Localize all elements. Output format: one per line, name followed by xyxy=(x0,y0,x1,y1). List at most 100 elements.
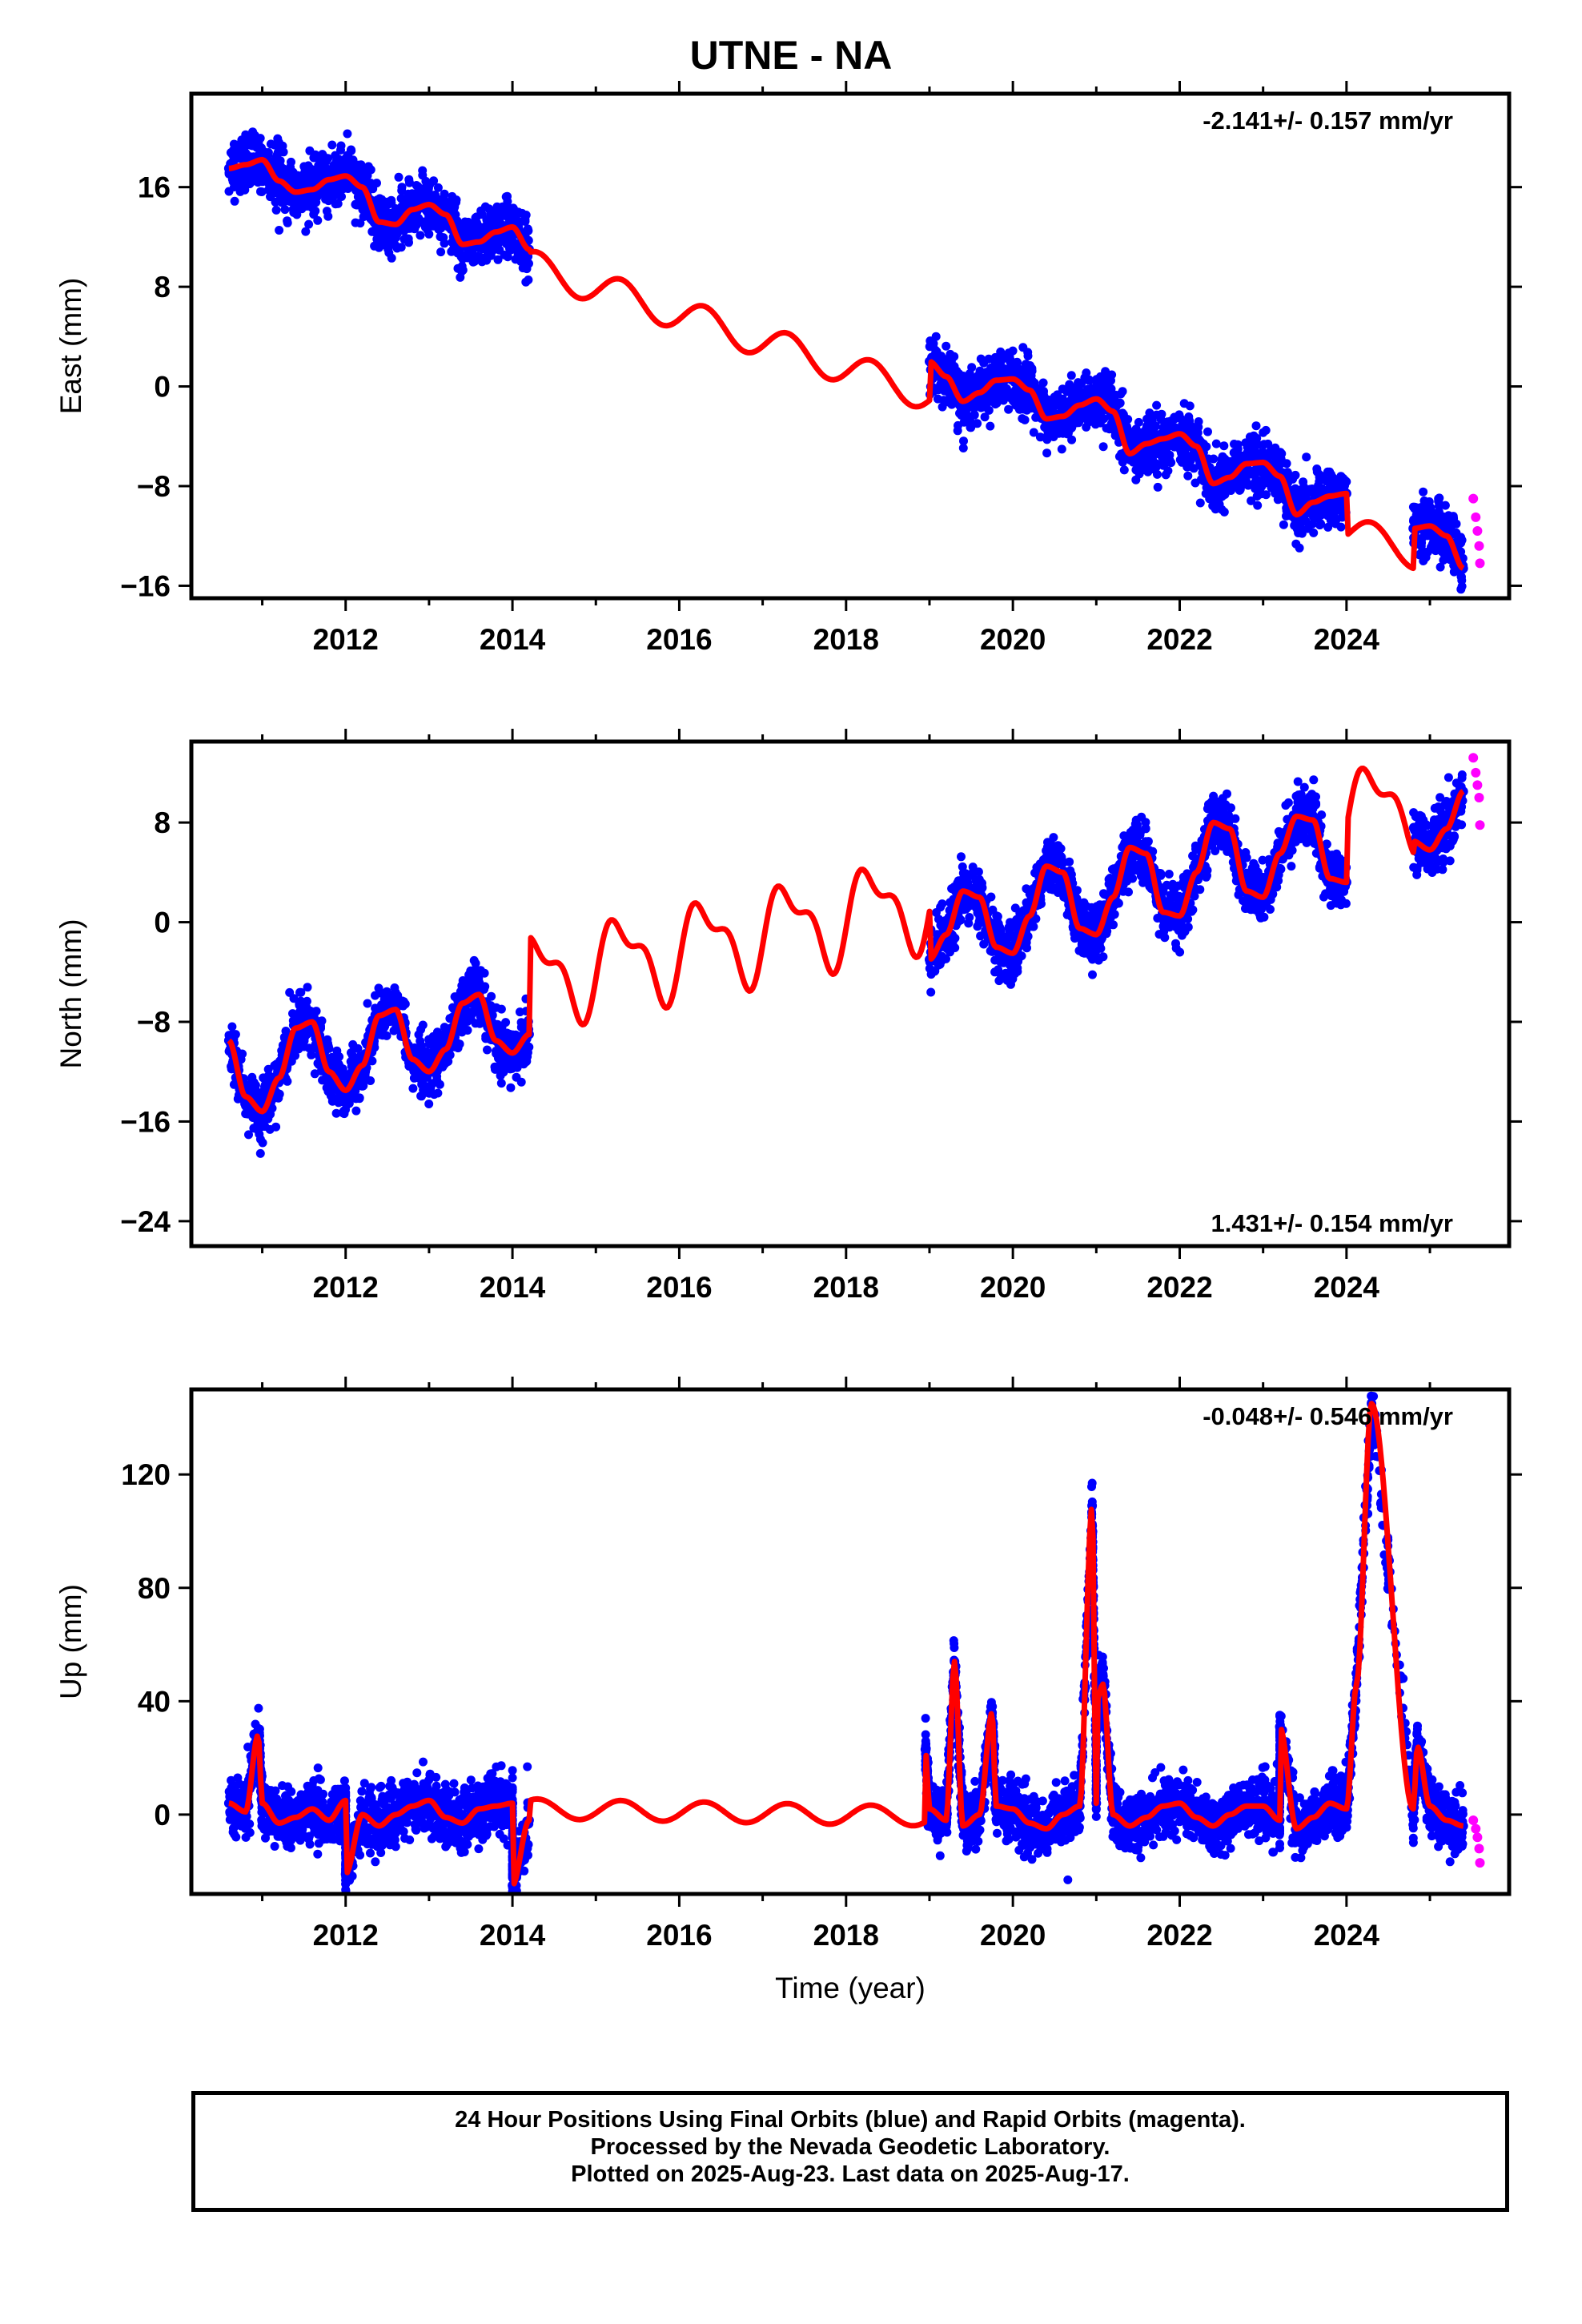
east-data-point xyxy=(1050,426,1059,436)
east-data-point xyxy=(1130,434,1139,443)
east-data-point xyxy=(347,146,356,155)
east-data-point xyxy=(500,250,509,259)
east-data-point xyxy=(254,136,263,146)
east-data-point xyxy=(456,272,465,282)
east-data-point xyxy=(381,206,390,215)
east-data-point xyxy=(1228,482,1238,491)
east-data-point xyxy=(476,224,485,234)
north-data-point xyxy=(313,1059,323,1068)
east-data-point xyxy=(382,231,391,240)
north-data-point xyxy=(501,1018,511,1027)
north-data-point xyxy=(348,1039,358,1049)
east-y-tick-label: 8 xyxy=(154,271,171,304)
east-data-point xyxy=(962,387,972,396)
east-data-point xyxy=(1425,506,1435,516)
east-data-point xyxy=(1209,454,1219,464)
east-data-point xyxy=(1150,422,1160,432)
north-data-point xyxy=(968,870,978,880)
east-data-point xyxy=(1095,418,1105,428)
east-data-point xyxy=(343,129,352,139)
east-data-point xyxy=(1134,417,1143,427)
east-data-point xyxy=(958,372,968,380)
north-data-point xyxy=(961,869,970,879)
north-data-point xyxy=(417,1092,426,1101)
east-data-point xyxy=(256,187,265,196)
east-data-point xyxy=(1184,412,1194,421)
north-data-point xyxy=(496,1004,506,1014)
east-data-point xyxy=(1118,387,1127,396)
north-data-point xyxy=(294,1044,303,1054)
north-data-point xyxy=(299,1036,309,1046)
east-x-tick-label: 2012 xyxy=(313,623,379,656)
east-data-point xyxy=(1217,505,1227,514)
east-data-point xyxy=(418,218,428,227)
east-data-point xyxy=(976,403,986,412)
east-data-point xyxy=(471,213,480,223)
east-data-point xyxy=(1299,477,1308,487)
north-data-point xyxy=(480,968,489,978)
east-data-point xyxy=(418,166,428,175)
east-data-point xyxy=(524,226,533,235)
east-data-point xyxy=(447,247,456,256)
east-data-point xyxy=(1195,498,1205,508)
east-data-point xyxy=(1416,505,1426,515)
east-data-point xyxy=(1106,376,1115,385)
east-data-point xyxy=(1419,487,1428,497)
east-data-point xyxy=(1434,507,1443,517)
east-data-point xyxy=(492,240,501,250)
north-data-point xyxy=(463,1026,472,1035)
east-data-point xyxy=(1066,371,1076,380)
east-final-orbit-points xyxy=(223,127,1468,594)
east-data-point xyxy=(1261,468,1271,477)
east-panel: 2012 2014 2016 2018 2020 2022 20241680−8−16Eas… xyxy=(54,81,1522,656)
north-panel: 2012 2014 2016 2018 2020 2022 202480−8−16−24No… xyxy=(54,729,1522,1304)
east-data-point xyxy=(1152,449,1162,458)
north-data-point xyxy=(261,1080,271,1089)
east-data-point xyxy=(1456,572,1466,581)
north-data-point xyxy=(492,1047,500,1055)
east-data-point xyxy=(1193,428,1203,437)
east-data-point xyxy=(319,159,328,169)
east-data-point xyxy=(510,211,520,221)
east-data-point xyxy=(1456,533,1466,542)
east-data-point xyxy=(228,148,238,158)
east-data-point xyxy=(1189,464,1199,473)
north-data-point xyxy=(281,1027,291,1035)
east-y-axis-label: East (mm) xyxy=(54,278,87,415)
north-data-point xyxy=(324,1043,334,1053)
east-data-point xyxy=(1427,541,1437,551)
east-data-point xyxy=(1331,519,1340,529)
east-data-point xyxy=(475,252,484,262)
east-data-point xyxy=(1283,468,1292,477)
east-data-point xyxy=(1259,440,1269,449)
east-data-point xyxy=(1110,431,1120,440)
north-data-point xyxy=(428,1031,438,1041)
east-data-point xyxy=(1035,432,1045,442)
east-data-point xyxy=(1250,470,1259,480)
east-plot-area xyxy=(223,127,1485,594)
east-data-point xyxy=(938,402,947,412)
east-data-point xyxy=(1010,389,1020,399)
east-data-point xyxy=(458,265,468,275)
north-data-point xyxy=(476,1011,485,1021)
north-data-point xyxy=(481,1034,491,1043)
east-data-point xyxy=(1297,529,1307,538)
east-data-point xyxy=(234,142,243,151)
north-data-point xyxy=(509,1035,519,1044)
north-data-point xyxy=(327,1086,336,1095)
north-plot-area xyxy=(223,753,1485,1158)
north-data-point xyxy=(506,1083,516,1092)
north-data-point xyxy=(408,1084,418,1093)
east-data-point xyxy=(241,149,251,159)
east-data-point xyxy=(981,393,990,403)
east-data-point xyxy=(1211,505,1220,514)
east-y-tick-label: −16 xyxy=(120,569,171,602)
east-data-point xyxy=(501,192,511,202)
north-data-point xyxy=(329,1093,338,1103)
east-data-point xyxy=(359,168,368,178)
east-data-point xyxy=(1152,462,1161,472)
east-data-point xyxy=(1315,521,1324,530)
east-data-point xyxy=(1212,490,1222,500)
east-data-point xyxy=(1296,495,1306,505)
east-data-point xyxy=(1253,501,1263,510)
